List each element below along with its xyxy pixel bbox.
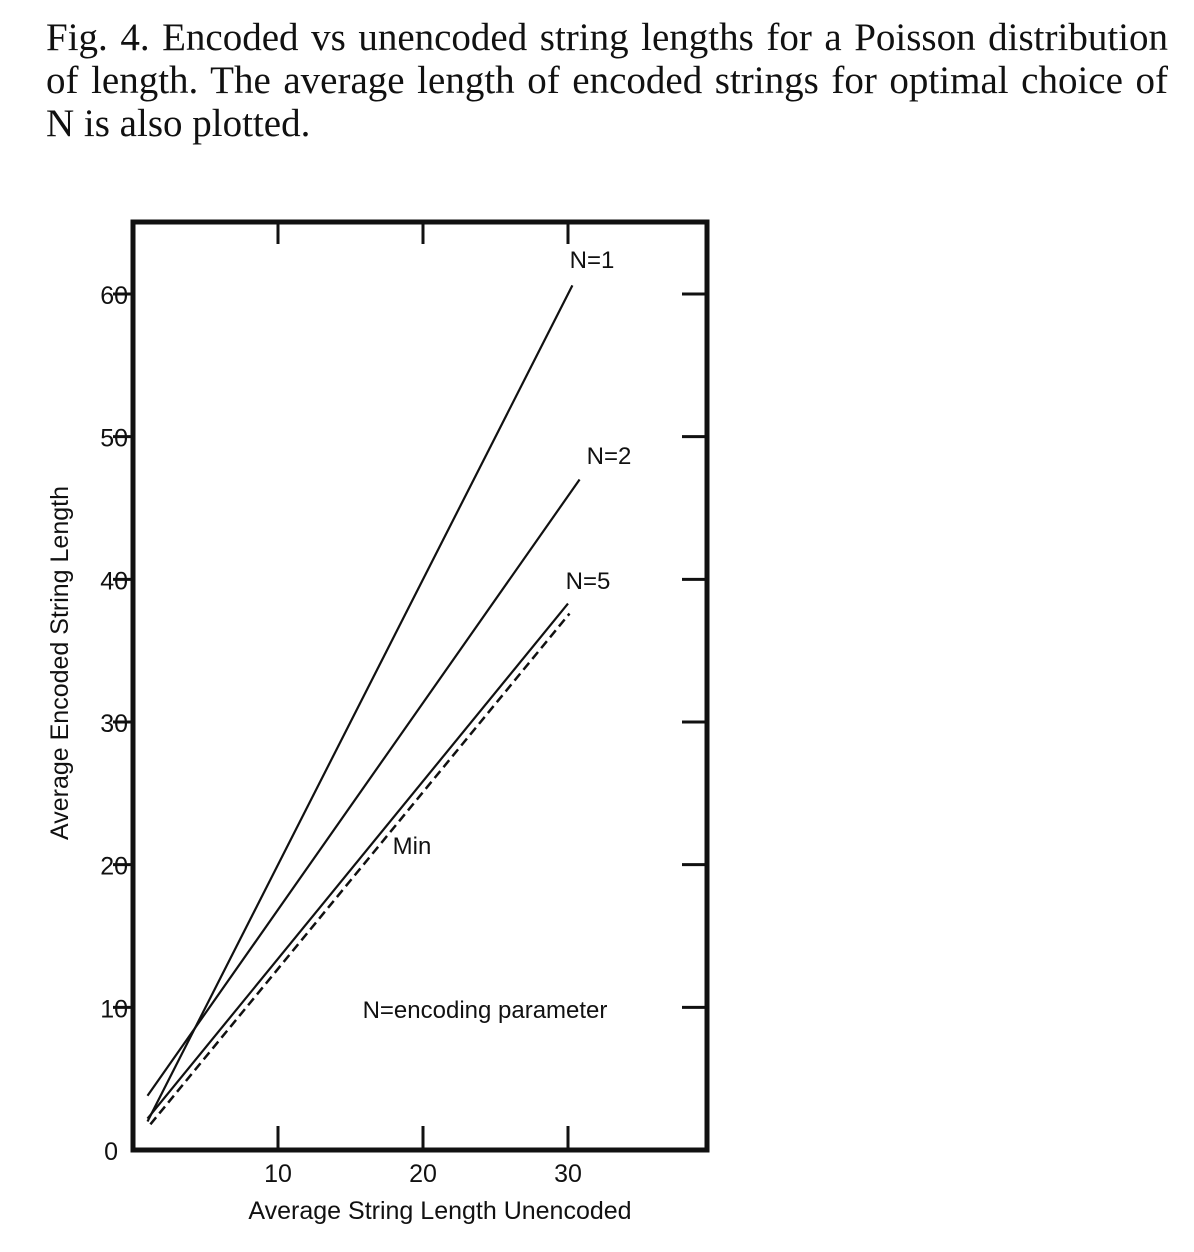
y-tick-label-30: 30 xyxy=(100,710,128,738)
y-tick-label-0: 0 xyxy=(104,1138,118,1166)
plot-frame xyxy=(130,219,710,1153)
annotation-n-2: N=2 xyxy=(587,443,632,470)
series-line-min xyxy=(149,612,571,1126)
y-tick-label-60: 60 xyxy=(100,282,128,310)
y-tick-label-10: 10 xyxy=(100,995,128,1023)
figure-caption: Fig. 4. Encoded vs unencoded string leng… xyxy=(46,16,1168,145)
x-tick-label-10: 10 xyxy=(264,1160,292,1188)
x-axis-title: Average String Length Unencoded xyxy=(248,1197,631,1225)
annotation-min: Min xyxy=(393,833,432,860)
caption-text: Fig. 4. Encoded vs unencoded string leng… xyxy=(46,16,1168,145)
x-tick-label-20: 20 xyxy=(409,1160,437,1188)
series-line-n-2 xyxy=(146,478,581,1097)
annotation-n-5: N=5 xyxy=(566,568,611,595)
x-tick-label-30: 30 xyxy=(554,1160,582,1188)
y-tick-label-20: 20 xyxy=(100,853,128,881)
y-tick-label-40: 40 xyxy=(100,567,128,595)
series-line-n-1 xyxy=(146,284,574,1122)
series-line-n-5 xyxy=(146,602,569,1120)
annotation-n-1: N=1 xyxy=(570,247,615,274)
annotation-n-encoding-parameter: N=encoding parameter xyxy=(363,997,608,1024)
y-tick-label-50: 50 xyxy=(100,425,128,453)
y-axis-title: Average Encoded String Length xyxy=(46,486,74,840)
